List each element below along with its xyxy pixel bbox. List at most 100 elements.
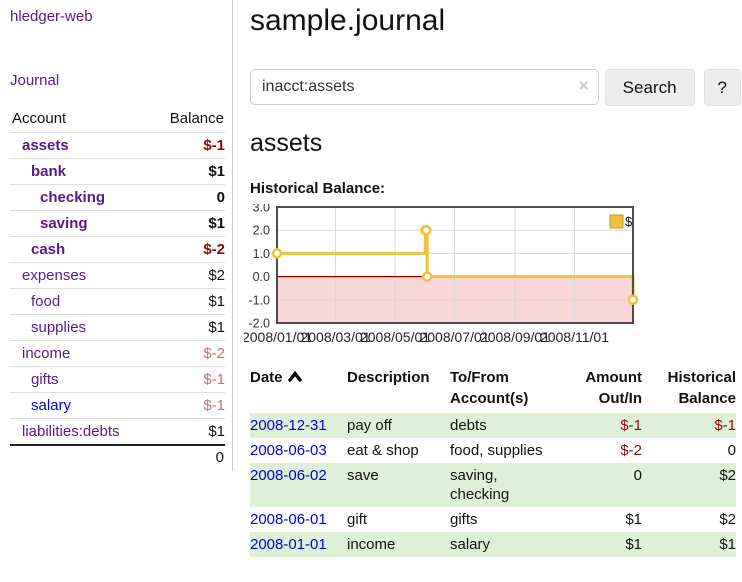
x-axis-tick-label: 2008/07/01	[419, 329, 489, 345]
chart-canvas: $3.0 2.0 1.0 0.0 -1.0 -2.02008/01/012008/03/0…	[242, 201, 639, 345]
transaction-date-cell: 2008-12-31	[250, 413, 347, 438]
sidebar-account-row: salary $-1	[10, 392, 225, 419]
accounts-total-row: 0	[10, 444, 225, 469]
search-input[interactable]	[250, 69, 599, 105]
register-header-date[interactable]: Date	[250, 365, 347, 413]
legend-label: $	[625, 214, 633, 229]
account-link[interactable]: salary	[31, 397, 72, 414]
sidebar-account-row: expenses $2	[10, 262, 225, 289]
account-name-cell: assets	[10, 132, 152, 159]
account-balance: 0	[151, 184, 225, 211]
register-row: 2008-06-03 eat & shop food, supplies $-2 0	[250, 438, 736, 463]
register-row: 2008-06-02 save saving, checking 0 $2	[250, 463, 736, 507]
legend-swatch	[609, 214, 624, 229]
account-link[interactable]: cash	[31, 241, 66, 258]
transaction-balance: $2	[719, 511, 736, 528]
account-name-cell: saving	[10, 210, 152, 237]
account-balance: $-2	[151, 340, 225, 367]
main-content: sample.journal × Search ? assets Histori…	[233, 0, 741, 557]
account-balance: $1	[151, 288, 225, 315]
transaction-description: pay off	[347, 417, 392, 434]
page: hledger-web Journal Account Balance asse…	[0, 0, 741, 557]
transaction-date-cell: 2008-06-01	[250, 507, 347, 532]
search-input-wrap: ×	[250, 69, 599, 105]
account-name-cell: cash	[10, 236, 152, 263]
account-name-cell: bank	[10, 158, 152, 185]
account-link[interactable]: income	[22, 345, 71, 362]
account-link[interactable]: checking	[40, 189, 106, 206]
account-balance: $1	[151, 210, 225, 237]
transaction-amount: $-1	[620, 417, 642, 434]
account-balance: $2	[151, 262, 225, 289]
transaction-amount: 0	[633, 467, 642, 484]
account-link[interactable]: liabilities:debts	[22, 423, 120, 440]
account-link[interactable]: food	[31, 293, 61, 310]
account-link[interactable]: gifts	[31, 371, 59, 388]
account-balance: $-1	[151, 392, 225, 419]
transaction-accounts: food, supplies	[450, 442, 543, 459]
chart-title: Historical Balance:	[250, 180, 386, 197]
account-name-cell: food	[10, 288, 152, 315]
transaction-description: income	[347, 536, 396, 553]
search-button[interactable]: Search	[604, 69, 695, 106]
transaction-description: save	[347, 467, 379, 484]
account-name-cell: checking	[10, 184, 152, 211]
sidebar: hledger-web Journal Account Balance asse…	[0, 0, 233, 471]
account-link[interactable]: supplies	[31, 319, 87, 336]
sidebar-account-row: gifts $-1	[10, 366, 225, 393]
sidebar-account-row: food $1	[10, 288, 225, 315]
sidebar-account-row: cash $-2	[10, 236, 225, 263]
sidebar-account-row: supplies $1	[10, 314, 225, 341]
app-title-link[interactable]: hledger-web	[10, 8, 93, 25]
account-balance: $-1	[151, 366, 225, 393]
y-axis-tick-label: -2.0	[248, 317, 270, 331]
sort-ascending-icon	[287, 370, 302, 382]
account-balance: $-1	[151, 132, 225, 159]
account-link[interactable]: expenses	[22, 267, 87, 284]
transaction-balance: 0	[727, 442, 736, 459]
transaction-balance: $1	[719, 536, 736, 553]
account-balance: $1	[151, 418, 225, 445]
historical-balance-chart: $3.0 2.0 1.0 0.0 -1.0 -2.0 2008/01/01 2008/03/0…	[242, 201, 741, 354]
accounts-balance-table: Account Balance assets $-1 bank $1 checking 0…	[10, 108, 225, 469]
x-axis-tick-label: 2008/01/01	[244, 329, 312, 345]
help-button[interactable]: ?	[703, 69, 741, 106]
transaction-amount: $-2	[620, 442, 642, 459]
transaction-description: gift	[347, 511, 368, 528]
account-name-cell: expenses	[10, 262, 152, 289]
transaction-date-link[interactable]: 2008-06-03	[250, 442, 327, 459]
transaction-balance: $-1	[714, 417, 736, 434]
account-link[interactable]: bank	[31, 163, 67, 180]
x-axis-tick-label: 2008/03/01	[300, 329, 370, 345]
y-axis-tick-label: 3.0	[253, 204, 270, 215]
transaction-date-link[interactable]: 2008-06-01	[250, 511, 327, 528]
sidebar-account-row: income $-2	[10, 340, 225, 367]
register-row: 2008-01-01 income salary $1 $1	[250, 532, 736, 557]
transaction-accounts: saving, checking	[450, 467, 510, 503]
transaction-date-link[interactable]: 2008-12-31	[250, 417, 327, 434]
register-header-description: Description	[347, 369, 430, 386]
transaction-date-link[interactable]: 2008-01-01	[250, 536, 327, 553]
y-axis-tick-label: 0.0	[253, 270, 270, 284]
x-axis-tick-label: 2008/11/01	[540, 329, 609, 345]
transaction-balance: $2	[719, 467, 736, 484]
y-axis-tick-label: 2.0	[253, 224, 270, 238]
transaction-amount: $1	[625, 511, 642, 528]
account-balance: $-2	[151, 236, 225, 263]
account-link[interactable]: saving	[40, 215, 88, 232]
accounts-total-balance: 0	[151, 444, 225, 469]
sidebar-account-row: assets $-1	[10, 132, 225, 159]
journal-nav: Journal	[10, 72, 225, 89]
transaction-date-link[interactable]: 2008-06-02	[250, 467, 327, 484]
sidebar-item-journal[interactable]: Journal	[10, 72, 60, 89]
app-title: hledger-web	[10, 8, 225, 25]
clear-search-icon[interactable]: ×	[578, 76, 589, 95]
account-name-cell: gifts	[10, 366, 152, 393]
account-link[interactable]: assets	[22, 137, 69, 154]
transaction-amount: $1	[625, 536, 642, 553]
account-column-header: Account	[12, 110, 67, 127]
total-spacer	[10, 444, 152, 469]
account-name-cell: supplies	[10, 314, 152, 341]
transaction-date-cell: 2008-06-02	[250, 463, 347, 507]
sidebar-account-row: saving $1	[10, 210, 225, 237]
